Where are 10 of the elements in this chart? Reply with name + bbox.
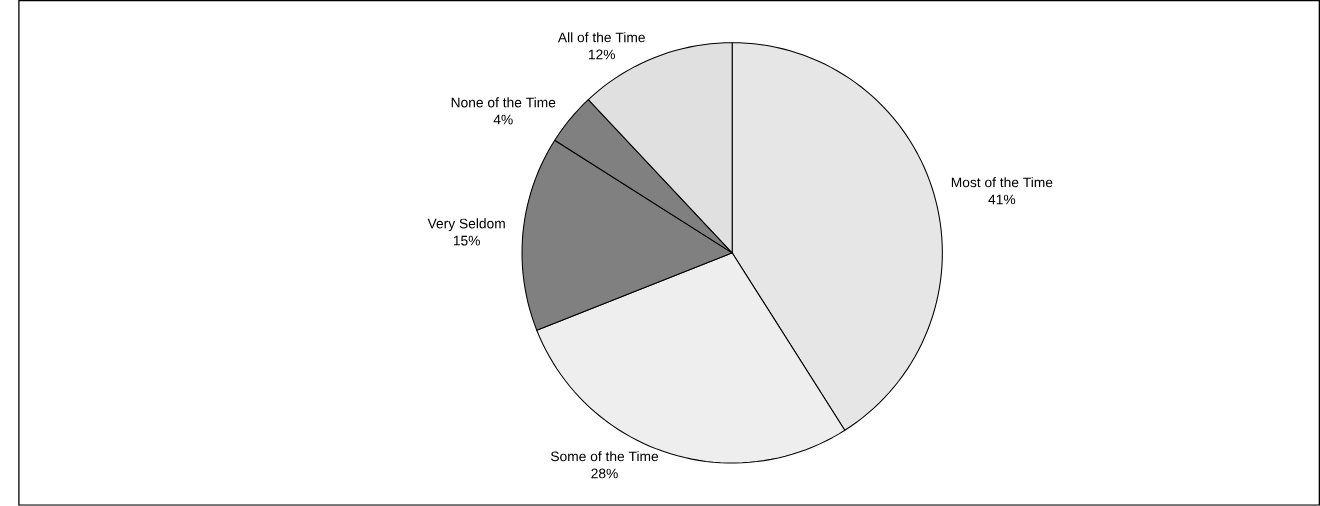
data-label: 4% xyxy=(493,114,513,125)
slice-label: Some of the Time xyxy=(550,451,659,462)
slice-label: Most of the Time xyxy=(951,177,1053,188)
data-label: 28% xyxy=(591,468,618,479)
data-label: 15% xyxy=(453,235,480,246)
data-label: 12% xyxy=(588,49,616,60)
data-label: 41% xyxy=(988,194,1016,205)
slice-label: Very Seldom xyxy=(427,218,505,232)
slice-label: All of the Time xyxy=(557,32,645,43)
slice-label: None of the Time xyxy=(451,97,556,108)
